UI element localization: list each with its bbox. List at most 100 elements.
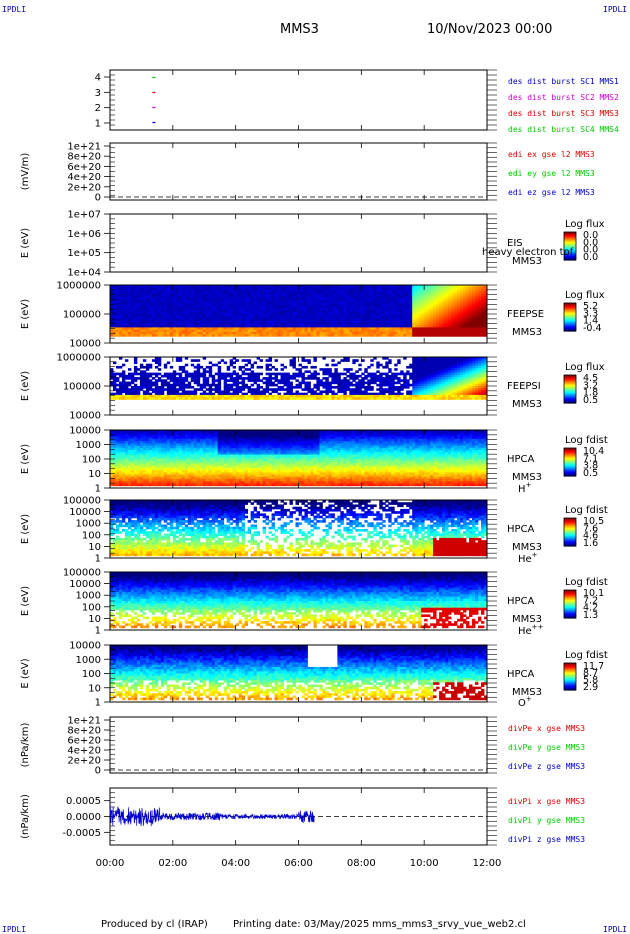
spectrogram-cell bbox=[358, 375, 361, 378]
spectrogram-cell bbox=[179, 397, 182, 400]
spectrogram-cell bbox=[290, 377, 293, 380]
spectrogram-cell bbox=[370, 388, 373, 391]
spectrogram-cell bbox=[403, 334, 406, 337]
colorbar-tick-eis: 0.0 bbox=[583, 252, 598, 263]
spectrogram-cell bbox=[403, 397, 406, 400]
spectrogram-cell bbox=[260, 334, 263, 337]
spectrogram-cell bbox=[155, 375, 158, 378]
spectrogram-cell bbox=[257, 366, 260, 369]
spectrogram-cell bbox=[260, 359, 263, 362]
spectrogram-cell bbox=[269, 334, 272, 337]
spectrogram-cell bbox=[197, 334, 200, 337]
spectrogram-cell bbox=[385, 366, 388, 369]
spectrogram-cell bbox=[400, 334, 403, 337]
spectrogram-cell bbox=[409, 377, 412, 380]
spectrogram-cell bbox=[137, 334, 140, 337]
spectrogram-cell bbox=[167, 334, 170, 337]
spectrogram-cell bbox=[296, 386, 299, 389]
spectrogram-cell bbox=[275, 397, 278, 400]
spectrogram-cell bbox=[143, 366, 146, 369]
spectrogram-cell bbox=[215, 390, 218, 393]
spectrogram-cell bbox=[313, 334, 316, 337]
spectrogram-cell bbox=[376, 379, 379, 382]
spectrogram-cell bbox=[191, 334, 194, 337]
spectrogram-cell bbox=[301, 359, 304, 362]
spectrogram-cell bbox=[143, 397, 146, 400]
spectrogram-cell bbox=[290, 334, 293, 337]
spectrogram-cell bbox=[227, 368, 230, 371]
spectrogram-cell bbox=[385, 334, 388, 337]
spectrogram-cell bbox=[167, 397, 170, 400]
spectrogram-cell bbox=[367, 388, 370, 391]
spectrogram-cell bbox=[236, 334, 239, 337]
spectrogram-cell bbox=[391, 397, 394, 400]
spectrogram-cell bbox=[340, 373, 343, 376]
spectrogram-cell bbox=[334, 334, 337, 337]
spectrogram-cell bbox=[388, 397, 391, 400]
spectrogram-cell bbox=[364, 382, 367, 385]
spectrogram-cell bbox=[328, 397, 331, 400]
spectrogram-cell bbox=[388, 361, 391, 364]
spectrogram-cell bbox=[218, 397, 221, 400]
spectrogram-cell bbox=[361, 397, 364, 400]
spectrogram-cell bbox=[233, 397, 236, 400]
spectrogram-cell bbox=[370, 382, 373, 385]
spectrogram-cell bbox=[161, 334, 164, 337]
spectrogram-cell bbox=[266, 397, 269, 400]
spectrogram-cell bbox=[281, 388, 284, 391]
spectrogram-cell bbox=[263, 382, 266, 385]
spectrogram-cell bbox=[116, 366, 119, 369]
spectrogram-cell bbox=[313, 377, 316, 380]
spectrogram-cell bbox=[349, 384, 352, 387]
spectrogram-cell bbox=[299, 386, 302, 389]
spectrogram-cell bbox=[418, 334, 421, 337]
spectrogram-cell bbox=[176, 359, 179, 362]
spectrogram-cell bbox=[164, 388, 167, 391]
spectrogram-cell bbox=[182, 397, 185, 400]
spectrogram-cell bbox=[382, 373, 385, 376]
spectrogram-cell bbox=[445, 397, 448, 400]
spectrogram-cell bbox=[272, 373, 275, 376]
y-tick-label-burst: 3 bbox=[95, 88, 101, 99]
spectrogram-cell bbox=[281, 397, 284, 400]
spectrogram-cell bbox=[125, 359, 128, 362]
spectrogram-cell bbox=[194, 334, 197, 337]
spectrogram-cell bbox=[355, 397, 358, 400]
spectrogram-cell bbox=[209, 397, 212, 400]
spacecraft-label-feepsi: MMS3 bbox=[512, 399, 542, 410]
spectrogram-cell bbox=[466, 334, 469, 337]
spectrogram-cell bbox=[113, 334, 116, 337]
spectrogram-cell bbox=[257, 379, 260, 382]
spectrogram-cell bbox=[394, 364, 397, 367]
spectrogram-cell bbox=[475, 397, 478, 400]
spectrogram-cell bbox=[263, 334, 266, 337]
spectrogram-cell bbox=[307, 390, 310, 393]
spectrogram-cell bbox=[158, 368, 161, 371]
spectrogram-cell bbox=[307, 370, 310, 373]
spectrogram-cell bbox=[275, 368, 278, 371]
sub-label-eis: heavy electron tof bbox=[482, 247, 574, 258]
spectrogram-cell bbox=[278, 397, 281, 400]
spectrogram-cell bbox=[278, 334, 281, 337]
spectrogram-cell bbox=[304, 366, 307, 369]
spectrogram-cell bbox=[185, 379, 188, 382]
spectrogram-cell bbox=[197, 384, 200, 387]
spectrogram-cell bbox=[209, 334, 212, 337]
spectrogram-cell bbox=[433, 397, 436, 400]
spectrogram-cell bbox=[355, 377, 358, 380]
spectrogram-cell bbox=[296, 397, 299, 400]
spectrogram-cell bbox=[116, 384, 119, 387]
legend-entry-edi: edi ez gse l2 MMS3 bbox=[508, 188, 595, 197]
spectrogram-cell bbox=[394, 334, 397, 337]
spectrogram-cell bbox=[275, 334, 278, 337]
spectrogram-cell bbox=[119, 397, 122, 400]
panel-frame-divpe bbox=[110, 717, 487, 773]
spectrogram-cell bbox=[301, 366, 304, 369]
spectrogram-cell bbox=[212, 397, 215, 400]
spectrogram-cell bbox=[152, 384, 155, 387]
spectrogram-cell bbox=[409, 384, 412, 387]
spectrogram-cell bbox=[421, 334, 424, 337]
spectrogram-cell bbox=[269, 364, 272, 367]
spectrogram-cell bbox=[206, 334, 209, 337]
spectrogram-cell bbox=[119, 366, 122, 369]
